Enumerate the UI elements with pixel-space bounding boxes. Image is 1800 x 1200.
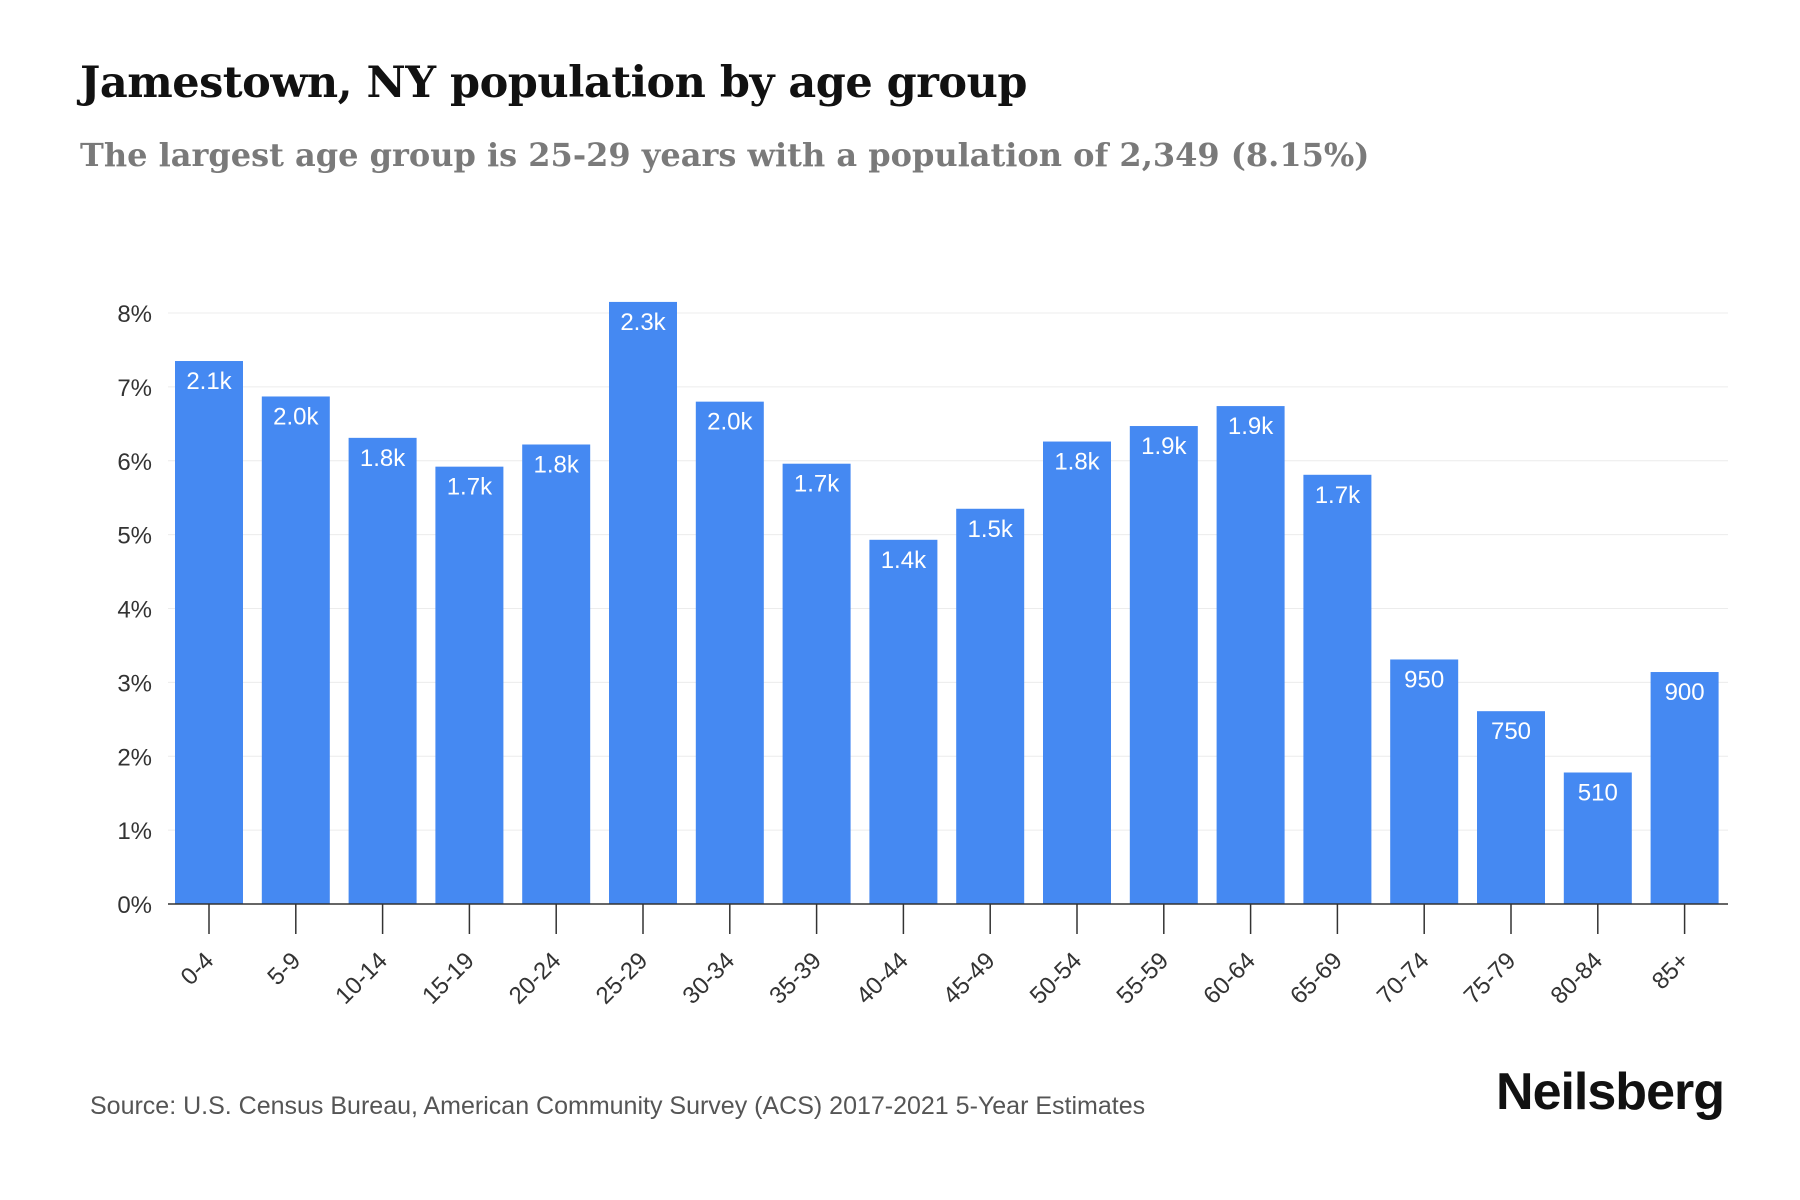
bar-labels: 2.1k 2.0k 1.8k 1.7k 1.8k 2.3k 2.0k 1.7k 1.4k 1.5k… xyxy=(186,309,1704,807)
bar-label: 950 xyxy=(1404,666,1444,693)
bar xyxy=(869,539,938,904)
x-tick-label: 30-34 xyxy=(678,947,741,1010)
bar xyxy=(1043,441,1111,904)
bar xyxy=(1477,711,1545,904)
x-tick-label: 60-64 xyxy=(1198,947,1261,1010)
bars xyxy=(175,301,1719,904)
bar-label: 1.9k xyxy=(1228,413,1274,440)
bar-label: 900 xyxy=(1665,679,1705,706)
x-tick-label: 5-9 xyxy=(262,947,306,991)
bar xyxy=(175,361,243,904)
bar xyxy=(1390,659,1459,904)
bar-label: 2.0k xyxy=(707,409,753,436)
x-tick-label: 10-14 xyxy=(330,947,393,1010)
y-tick-label: 1% xyxy=(117,818,152,845)
bar-label: 750 xyxy=(1491,718,1531,745)
bar xyxy=(522,444,591,904)
bar-label: 1.9k xyxy=(1141,433,1187,460)
brand-logo: Neilsberg xyxy=(1496,1063,1725,1121)
bar xyxy=(1650,672,1719,904)
bar-label: 1.8k xyxy=(360,445,406,472)
bar xyxy=(435,466,504,904)
bar-label: 1.8k xyxy=(534,451,580,478)
bar-label: 2.0k xyxy=(273,403,319,430)
x-tick-label: 15-19 xyxy=(417,947,480,1010)
y-tick-label: 3% xyxy=(117,670,152,697)
y-tick-label: 2% xyxy=(117,744,152,771)
bar-label: 2.1k xyxy=(186,368,232,395)
x-tick-label: 20-24 xyxy=(504,947,567,1010)
y-tick-label: 6% xyxy=(117,449,152,476)
x-tick-label: 70-74 xyxy=(1372,947,1435,1010)
bar-label: 1.8k xyxy=(1054,449,1100,476)
y-tick-label: 4% xyxy=(117,597,152,624)
x-tick-label: 35-39 xyxy=(764,947,827,1010)
bar-label: 1.7k xyxy=(1315,482,1361,509)
bar-label: 1.4k xyxy=(881,547,927,574)
x-tick-label: 45-49 xyxy=(938,947,1001,1010)
x-tick-label: 50-54 xyxy=(1025,947,1088,1010)
bar xyxy=(609,301,677,904)
x-tick-label: 40-44 xyxy=(851,947,914,1010)
x-tick-label: 80-84 xyxy=(1546,947,1609,1010)
grid-lines xyxy=(168,312,1728,831)
bar xyxy=(1129,426,1198,904)
bar xyxy=(1563,772,1632,904)
y-tick-label: 8% xyxy=(117,301,152,328)
x-tick-label: 0-4 xyxy=(176,947,220,991)
source-note: Source: U.S. Census Bureau, American Com… xyxy=(90,1092,1146,1120)
x-axis-ticks: 0-4 5-9 10-14 15-19 20-24 25-29 30-34 35-39 40-4… xyxy=(176,904,1695,1010)
bar xyxy=(348,437,417,904)
y-axis-ticks: 0% 1% 2% 3% 4% 5% 6% 7% 8% xyxy=(117,301,152,919)
bar xyxy=(261,396,330,904)
y-tick-label: 5% xyxy=(117,523,152,550)
bar xyxy=(1303,474,1372,904)
chart-subtitle: The largest age group is 25-29 years wit… xyxy=(80,136,1370,174)
x-tick-label: 55-59 xyxy=(1112,947,1175,1010)
y-tick-label: 0% xyxy=(117,892,152,919)
x-tick-label: 85+ xyxy=(1647,947,1695,995)
bar-label: 510 xyxy=(1578,780,1618,807)
bar xyxy=(1216,406,1285,904)
bar xyxy=(695,401,764,904)
bar xyxy=(956,508,1025,904)
bar-label: 1.7k xyxy=(447,474,493,501)
bar-label: 1.5k xyxy=(968,516,1014,543)
y-tick-label: 7% xyxy=(117,375,152,402)
bar-label: 2.3k xyxy=(620,309,666,336)
x-tick-label: 75-79 xyxy=(1459,947,1522,1010)
bar-label: 1.7k xyxy=(794,471,840,498)
chart-title: Jamestown, NY population by age group xyxy=(80,58,1027,108)
bar xyxy=(782,463,851,904)
x-tick-label: 25-29 xyxy=(591,947,654,1010)
x-tick-label: 65-69 xyxy=(1285,947,1348,1010)
